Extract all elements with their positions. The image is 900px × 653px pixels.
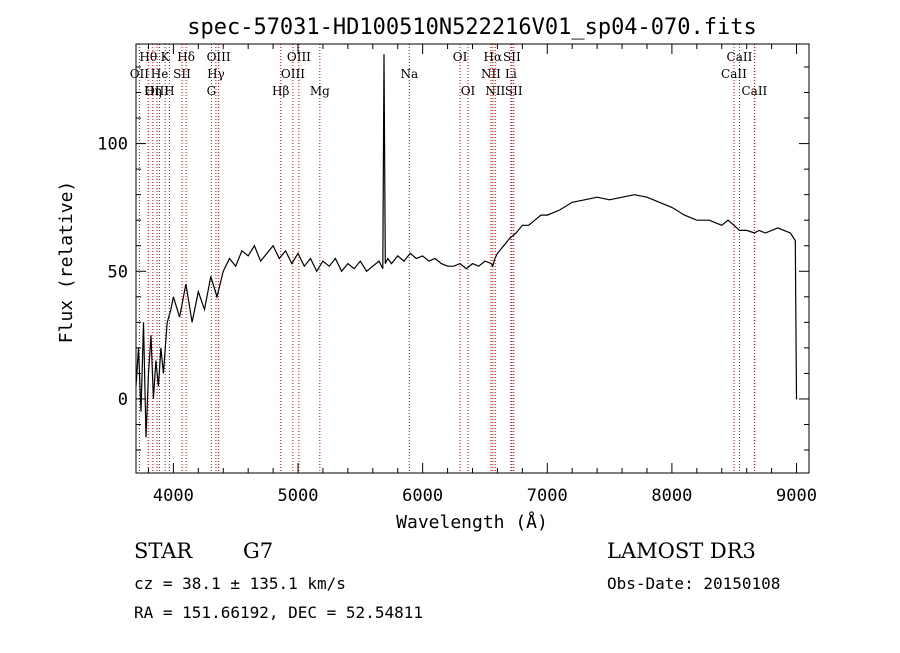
line-label: CaII	[727, 50, 753, 64]
line-label: G	[207, 84, 217, 98]
line-label: Hβ	[272, 84, 289, 98]
line-label: NII	[481, 67, 501, 81]
line-label: Li	[505, 67, 517, 81]
x-tick-label: 8000	[651, 486, 692, 506]
line-label: Na	[400, 67, 418, 81]
line-label: OIII	[287, 50, 311, 64]
line-label: He	[151, 67, 169, 81]
line-label: OI	[453, 50, 468, 64]
line-label: OI	[461, 84, 476, 98]
line-label: Hδ	[177, 50, 195, 64]
line-label: CaII	[741, 84, 767, 98]
line-label: Hη	[144, 84, 162, 98]
coordinates-readout: RA = 151.66192, DEC = 52.54811	[134, 603, 423, 622]
y-tick-label: 100	[97, 135, 128, 155]
line-label: OIII	[281, 67, 305, 81]
x-tick-label: 4000	[153, 486, 194, 506]
spectral-subclass: G7	[243, 539, 274, 563]
line-label: Hα	[484, 50, 503, 64]
observation-date: Obs-Date: 20150108	[607, 574, 781, 593]
line-label: CaII	[721, 67, 747, 81]
line-label: Hγ	[207, 67, 225, 81]
x-tick-label: 6000	[402, 486, 443, 506]
survey-name: LAMOST DR3	[607, 539, 756, 563]
x-tick-label: 9000	[776, 486, 817, 506]
object-class: STAR	[134, 539, 193, 563]
line-label: Hθ	[139, 50, 157, 64]
line-label: Mg	[310, 84, 330, 98]
x-axis-label: Wavelength (Å)	[396, 511, 548, 533]
chart-title: spec-57031-HD100510N522216V01_sp04-070.f…	[187, 15, 757, 40]
line-label: H	[164, 84, 174, 98]
plot-frame	[135, 43, 810, 474]
emission-lines-layer	[138, 44, 755, 473]
y-axis-label: Flux (relative)	[56, 181, 77, 344]
line-label: OIII	[207, 50, 231, 64]
y-tick-label: 50	[108, 262, 128, 282]
spectrum-series-0	[136, 54, 798, 438]
line-label: SII	[173, 67, 191, 81]
x-tick-label: 5000	[278, 486, 319, 506]
spectrum-layer	[136, 54, 798, 438]
y-tick-label: 0	[118, 390, 128, 410]
line-label: OIII	[145, 84, 169, 98]
line-label: SII	[503, 50, 521, 64]
axis-ticks-layer: 4000 5000 6000 7000 8000 9000 0 50 100	[97, 44, 817, 506]
line-label: SII	[505, 84, 523, 98]
x-tick-label: 7000	[527, 486, 568, 506]
line-label: NII	[485, 84, 505, 98]
line-label: OII	[130, 67, 150, 81]
line-label: K	[161, 50, 171, 64]
redshift-readout: cz = 38.1 ± 135.1 km/s	[134, 574, 346, 593]
